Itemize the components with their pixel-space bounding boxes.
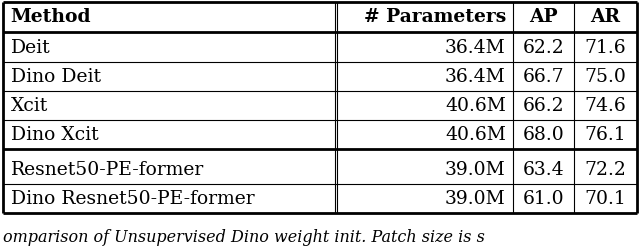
Text: Dino Xcit: Dino Xcit — [11, 125, 98, 143]
Text: Dino Deit: Dino Deit — [11, 67, 100, 85]
Text: 72.2: 72.2 — [584, 161, 626, 179]
Text: AR: AR — [590, 8, 620, 26]
Text: Dino Resnet50-PE-former: Dino Resnet50-PE-former — [11, 189, 254, 207]
Text: 36.4M: 36.4M — [445, 39, 506, 57]
Text: 75.0: 75.0 — [584, 67, 626, 85]
Text: 63.4: 63.4 — [523, 161, 564, 179]
Text: AP: AP — [529, 8, 558, 26]
Text: omparison of Unsupervised Dino weight init. Patch size is s: omparison of Unsupervised Dino weight in… — [3, 229, 485, 246]
Text: 70.1: 70.1 — [584, 189, 626, 207]
Text: 40.6M: 40.6M — [445, 125, 506, 143]
Text: Resnet50-PE-former: Resnet50-PE-former — [11, 161, 204, 179]
Text: 61.0: 61.0 — [523, 189, 564, 207]
Text: 62.2: 62.2 — [523, 39, 564, 57]
Text: 76.1: 76.1 — [584, 125, 626, 143]
Text: Method: Method — [11, 8, 92, 26]
Text: 74.6: 74.6 — [584, 97, 626, 115]
Text: Xcit: Xcit — [11, 97, 48, 115]
Text: 39.0M: 39.0M — [445, 189, 506, 207]
Text: Deit: Deit — [11, 39, 50, 57]
Text: # Parameters: # Parameters — [364, 8, 506, 26]
Text: 40.6M: 40.6M — [445, 97, 506, 115]
Text: 71.6: 71.6 — [584, 39, 626, 57]
Text: 39.0M: 39.0M — [445, 161, 506, 179]
Text: 66.7: 66.7 — [523, 67, 564, 85]
Text: 68.0: 68.0 — [523, 125, 564, 143]
Text: 66.2: 66.2 — [523, 97, 564, 115]
Text: 36.4M: 36.4M — [445, 67, 506, 85]
